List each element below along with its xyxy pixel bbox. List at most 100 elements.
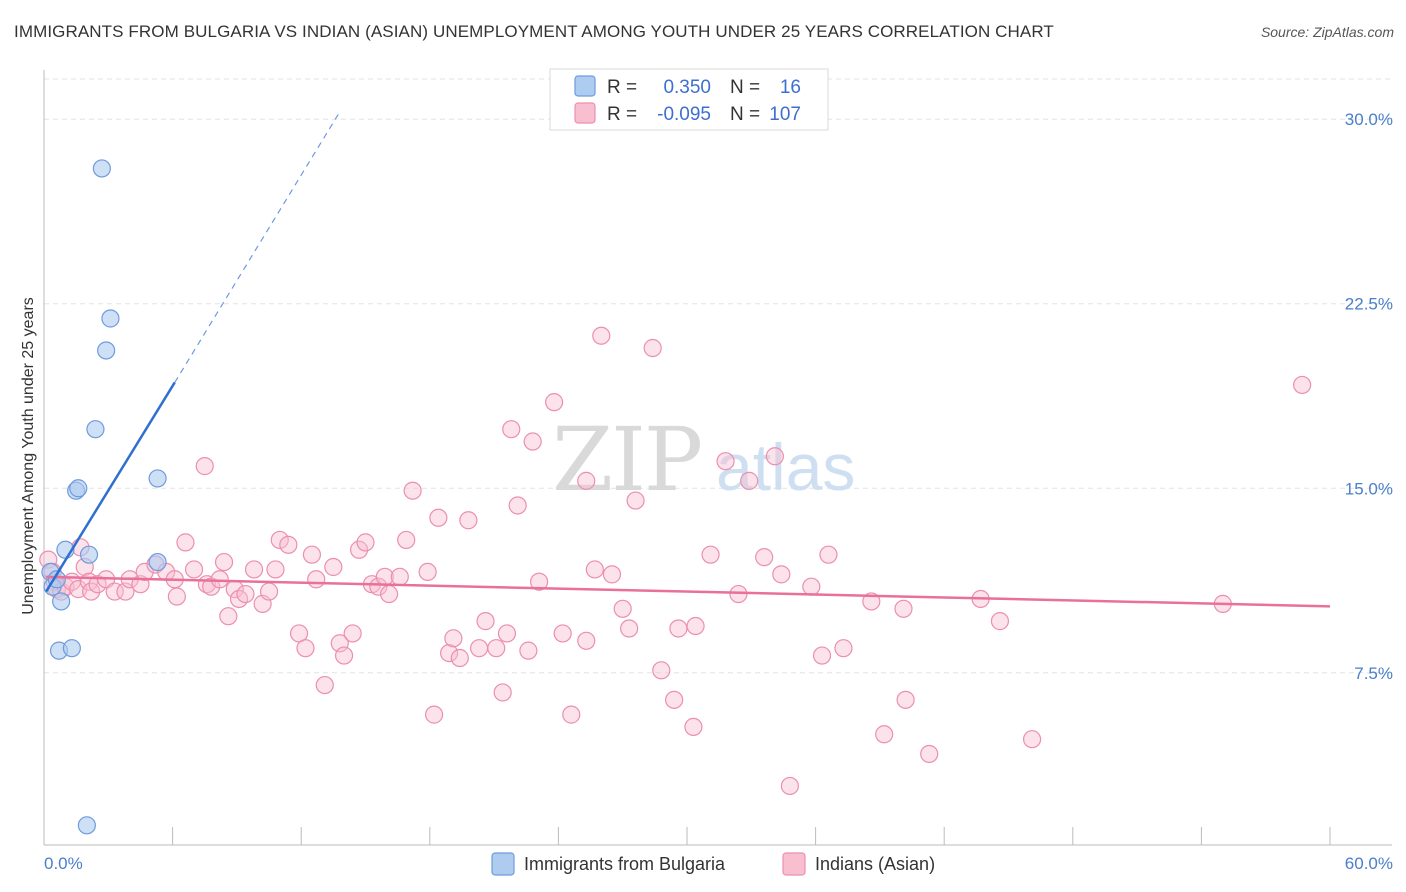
grid-lines [44,78,1392,674]
chart-title: IMMIGRANTS FROM BULGARIA VS INDIAN (ASIA… [14,22,1054,41]
indian-point [369,577,388,596]
indian-point [334,646,354,665]
stats-r-label-bulgaria: R = [607,77,637,98]
indian-point [530,572,549,591]
indian-point [523,432,542,451]
indian-point [772,565,791,584]
indian-point [418,562,437,582]
indian-point [665,690,684,709]
stats-swatch-bulgaria [574,75,596,97]
indian-point [315,675,334,695]
bulgaria-point [92,159,111,178]
indian-point [834,639,853,658]
indian-point [990,612,1010,631]
indian-point [577,631,596,650]
indian-point [270,530,289,550]
indian-point [765,447,784,466]
indian-point [626,491,645,510]
bulgaria-point [77,816,96,835]
indian-point [487,639,506,658]
x-tick-label-max: 60.0% [1345,854,1393,873]
indian-point [613,599,632,618]
indian-trend-line [46,575,1331,608]
indian-point [553,624,572,643]
indian-point [716,452,735,471]
indian-point [429,508,448,527]
indian-point [819,545,838,564]
indian-point [497,624,517,643]
indian-point [302,545,322,564]
legend: Immigrants from Bulgaria Indians (Asian) [491,852,935,876]
indian-point [1022,730,1042,749]
watermark-atlas: atlas [716,430,855,504]
indian-point [259,582,279,601]
indian-point [82,582,101,601]
indian-point [105,582,124,601]
indian-point [740,471,759,490]
stats-r-label-indian: R = [607,104,637,125]
indian-point [184,560,204,579]
indian-point [577,471,596,490]
stats-n-value-indian: 107 [769,104,801,125]
indian-point [701,545,720,564]
bulgaria-point [148,552,167,572]
legend-swatch-indian [782,852,806,876]
indian-point [476,612,495,631]
indian-point [519,641,538,660]
indian-point [896,690,915,709]
indian-point [802,577,821,596]
bulgaria-point [47,570,66,589]
indian-point [894,599,913,618]
indian-point [686,616,705,636]
indian-point [459,511,478,530]
indian-point [643,338,662,358]
indian-point [684,717,703,737]
indian-point [307,570,326,589]
y-axis-label: Unemployment Among Youth under 25 years [20,297,37,615]
indian-point [279,535,298,554]
indian-point [135,562,154,582]
indian-point [875,725,894,744]
bulgaria-point [69,479,88,498]
indian-point [266,560,285,579]
bulgaria-point [62,639,81,658]
bulgaria-point [86,420,105,439]
indian-point [669,619,688,638]
indian-point [349,540,369,559]
bulgaria-point [101,309,120,328]
stats-n-label-bulgaria: N = [730,77,760,98]
stats-box-frame [549,68,829,131]
indian-point [403,481,422,500]
indian-point [424,705,444,724]
y-tick-label: 7.5% [1354,664,1393,683]
indian-point [167,587,186,606]
source-credit: Source: ZipAtlas.com [1260,24,1394,40]
indian-point [236,584,255,604]
indian-point [444,629,463,648]
indian-point [602,565,622,584]
indian-points [39,326,1312,796]
x-tick-label-min: 0.0% [44,854,83,873]
indian-point [862,592,881,611]
indian-point [755,548,774,567]
indian-point [397,530,416,550]
bulgaria-trend-extension [174,111,341,383]
indian-point [562,705,581,724]
bulgaria-trend-line [45,381,176,593]
indian-point [324,557,343,577]
indian-point [652,661,671,680]
bulgaria-point [97,341,116,360]
indian-point [545,393,564,412]
indian-point [296,639,315,658]
indian-point [493,683,512,702]
y-tick-label: 30.0% [1345,110,1393,129]
indian-point [502,420,521,439]
y-tick-labels: 7.5% 15.0% 22.5% 30.0% [1345,110,1393,683]
indian-point [780,776,799,796]
indian-point [390,567,409,586]
indian-point [592,326,611,345]
stats-n-label-indian: N = [730,104,760,125]
indian-point [379,584,399,604]
stats-swatch-indian [574,102,596,124]
